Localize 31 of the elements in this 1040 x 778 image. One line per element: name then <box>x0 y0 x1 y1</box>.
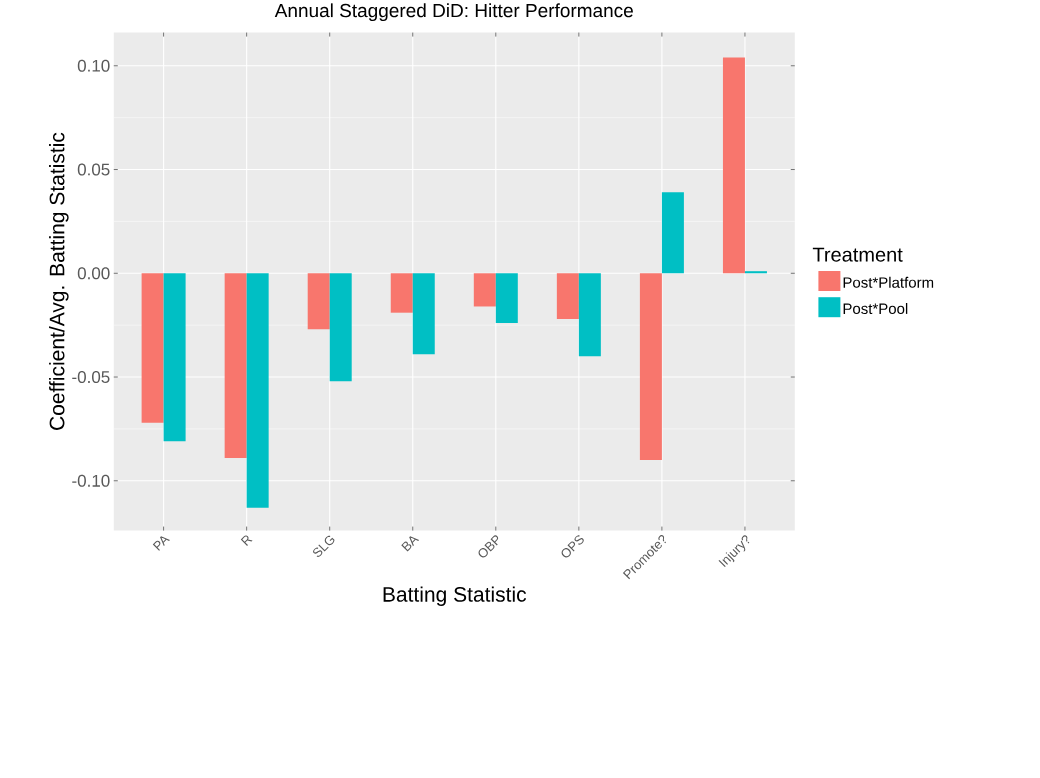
bar <box>473 273 496 307</box>
x-tick-label: SLG <box>313 536 335 558</box>
bar <box>722 57 745 274</box>
x-axis-title: Batting Statistic <box>383 586 527 607</box>
bar <box>556 273 579 320</box>
bar <box>744 271 767 274</box>
bar <box>163 273 186 442</box>
y-tick-label: 0.05 <box>77 163 110 176</box>
legend-label: Post*Platform <box>843 277 934 289</box>
x-tick-label: R <box>240 535 253 547</box>
y-tick-label: 0.10 <box>77 60 110 73</box>
bar <box>661 192 684 274</box>
bar <box>390 273 413 313</box>
legend-label: Post*Pool <box>843 303 908 315</box>
bar <box>141 273 164 423</box>
bar <box>495 273 518 324</box>
y-tick-label: -0.10 <box>72 475 110 488</box>
bar <box>412 273 435 355</box>
bar <box>246 273 269 508</box>
bar <box>578 273 601 357</box>
chart-title: Annual Staggered DiD: Hitter Performance <box>274 3 633 22</box>
x-tick-label: BA <box>401 536 420 552</box>
bar <box>329 273 352 382</box>
bar <box>307 273 330 330</box>
legend-title: Treatment <box>812 248 903 262</box>
y-tick-label: -0.05 <box>72 371 110 384</box>
y-tick-label: 0.00 <box>77 267 110 280</box>
y-axis-title: Coefficient/Avg. Batting Statistic <box>49 132 69 431</box>
bar <box>639 273 662 461</box>
x-tick-label: PA <box>152 536 170 552</box>
bar <box>224 273 247 459</box>
